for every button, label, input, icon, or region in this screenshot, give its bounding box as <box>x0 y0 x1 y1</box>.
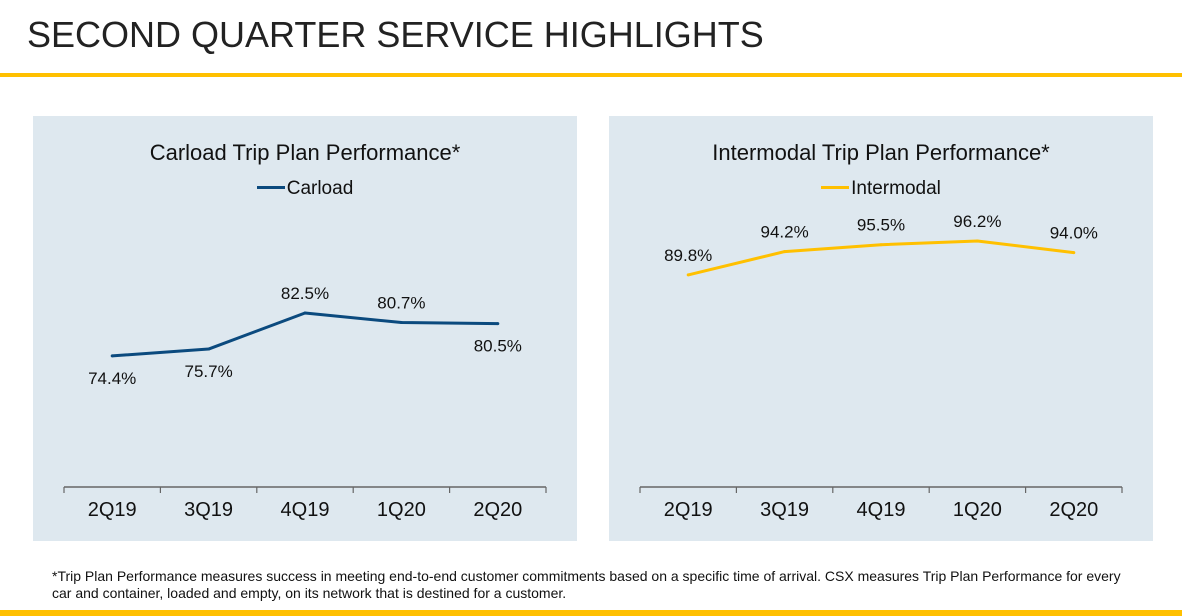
footer-divider <box>0 610 1182 616</box>
carload-plot: 2Q19 3Q19 4Q19 1Q20 2Q20 74.4% 75.7% 82.5% 80.7%… <box>63 284 547 521</box>
carload-x-tick-label: 4Q19 <box>281 499 330 521</box>
intermodal-data-label: 89.8% <box>664 246 712 265</box>
carload-data-point <box>207 347 211 351</box>
carload-chart-panel: Carload Trip Plan Performance* Carload 2… <box>33 116 577 541</box>
intermodal-chart-panel: Intermodal Trip Plan Performance* Interm… <box>609 116 1153 541</box>
intermodal-legend-label: Intermodal <box>851 178 941 199</box>
footnote: *Trip Plan Performance measures success … <box>52 568 1121 601</box>
intermodal-plot: 2Q19 3Q19 4Q19 1Q20 2Q20 89.8% 94.2% 95.5% 96.2%… <box>639 212 1123 521</box>
intermodal-data-label: 96.2% <box>953 212 1001 231</box>
header-divider <box>0 73 1182 77</box>
carload-series-line <box>112 311 498 358</box>
intermodal-legend-swatch <box>821 186 850 190</box>
intermodal-data-point <box>879 243 883 247</box>
intermodal-legend: Intermodal <box>609 178 1153 200</box>
carload-data-point <box>496 322 500 326</box>
intermodal-x-tick-label: 2Q20 <box>1049 499 1098 521</box>
intermodal-x-tick-label: 4Q19 <box>857 499 906 521</box>
intermodal-x-tick-label: 1Q20 <box>953 499 1002 521</box>
carload-legend: Carload <box>33 178 577 200</box>
intermodal-chart-title: Intermodal Trip Plan Performance* <box>712 140 1050 165</box>
carload-chart-title: Carload Trip Plan Performance* <box>149 140 461 165</box>
intermodal-data-label: 94.0% <box>1050 224 1098 243</box>
page-title: SECOND QUARTER SERVICE HIGHLIGHTS <box>27 14 764 55</box>
carload-legend-swatch <box>256 186 285 190</box>
carload-x-tick-label: 2Q20 <box>473 499 522 521</box>
intermodal-data-point <box>1072 251 1076 255</box>
intermodal-data-point <box>975 239 979 243</box>
carload-data-point <box>303 311 307 315</box>
intermodal-x-tick-label: 3Q19 <box>760 499 809 521</box>
carload-x-tick-label: 2Q19 <box>88 499 137 521</box>
carload-x-tick-label: 1Q20 <box>377 499 426 521</box>
intermodal-data-point <box>686 273 690 277</box>
carload-data-label: 80.7% <box>377 294 425 313</box>
carload-data-label: 75.7% <box>184 362 232 381</box>
carload-data-point <box>399 321 403 325</box>
carload-data-label: 82.5% <box>281 284 329 303</box>
intermodal-data-point <box>783 250 787 254</box>
carload-data-label: 80.5% <box>474 337 522 356</box>
intermodal-data-label: 94.2% <box>760 223 808 242</box>
carload-data-label: 74.4% <box>88 369 136 388</box>
carload-legend-label: Carload <box>286 178 354 199</box>
intermodal-data-label: 95.5% <box>857 216 905 235</box>
carload-data-point <box>110 354 114 358</box>
carload-x-tick-label: 3Q19 <box>184 499 233 521</box>
intermodal-x-tick-label: 2Q19 <box>664 499 713 521</box>
